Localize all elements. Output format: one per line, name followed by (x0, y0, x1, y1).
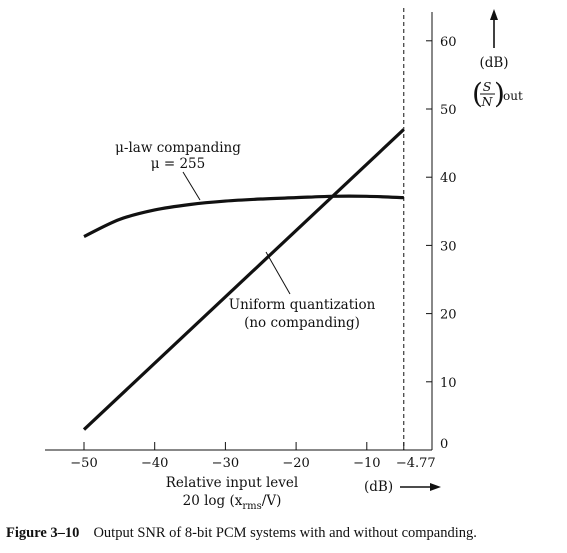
uniform-label-line2: (no companding) (244, 315, 360, 331)
y-tick-label-0: 0 (440, 437, 448, 452)
x-tick-label-extra: −4.77 (396, 456, 436, 471)
x-tick-label-4: −10 (353, 456, 380, 471)
caption-number: Figure 3–10 (6, 525, 80, 541)
figure-caption: Figure 3–10 Output SNR of 8-bit PCM syste… (6, 525, 477, 542)
uniform-label-line1: Uniform quantization (229, 297, 376, 313)
mulaw-label-line2: μ = 255 (151, 156, 205, 172)
x-tick-label-1: −40 (141, 456, 168, 471)
y-label-paren-left: ( (472, 77, 483, 110)
mulaw-leader-line (182, 171, 201, 201)
x-unit-label: (dB) (364, 479, 393, 495)
x-axis-label-line2: 20 log (xrms/V) (183, 493, 282, 512)
x-tick-label-2: −30 (212, 456, 239, 471)
y-label-subscript: out (503, 89, 523, 103)
y-tick-label-2: 20 (440, 308, 457, 323)
x-axis-label-line1: Relative input level (166, 475, 298, 491)
x-tick-label-3: −20 (282, 456, 309, 471)
y-unit-arrow-head (490, 9, 498, 20)
labels-group: −50 −40 −30 −20 −10 −4.77 0 10 20 30 40 50 60 Uniform… (70, 9, 523, 512)
y-tick-label-5: 50 (440, 103, 457, 118)
mulaw-label-line1: μ-law companding (115, 140, 241, 156)
x-tick-label-0: −50 (70, 456, 97, 471)
y-tick-label-6: 60 (440, 35, 457, 50)
series-line-0 (82, 128, 405, 431)
series-line-1 (83, 194, 404, 238)
y-unit-label: (dB) (479, 55, 508, 71)
y-label-numerator: S (483, 79, 492, 94)
y-tick-label-3: 30 (440, 239, 457, 254)
y-tick-label-1: 10 (440, 376, 457, 391)
uniform-leader-line (265, 251, 291, 295)
series-group (82, 128, 405, 431)
y-label-paren-right: ) (494, 77, 505, 110)
y-label-denominator: N (481, 94, 494, 109)
y-tick-label-4: 40 (440, 171, 457, 186)
caption-text: Output SNR of 8-bit PCM systems with and… (93, 525, 477, 541)
axes-group (45, 8, 433, 451)
x-unit-arrow-head (430, 483, 441, 491)
